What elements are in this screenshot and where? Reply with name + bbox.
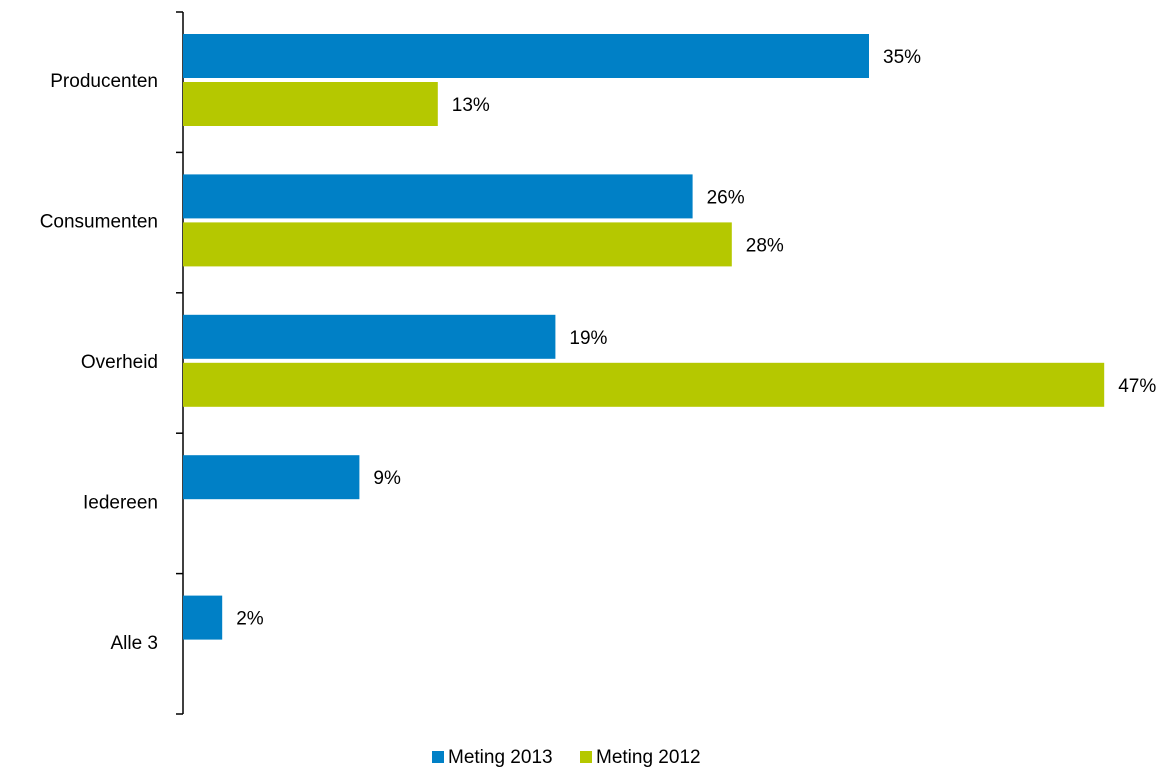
bar [183, 362, 1105, 407]
bar [183, 82, 438, 126]
legend-swatch [432, 751, 444, 763]
category-label: Alle 3 [110, 633, 158, 654]
category-label: Iedereen [83, 492, 158, 513]
bar [183, 314, 556, 359]
bar [183, 455, 360, 500]
category-label: Overheid [81, 352, 158, 373]
bar [183, 595, 223, 640]
data-label: 28% [746, 235, 784, 256]
category-label: Producenten [50, 71, 158, 92]
legend-label: Meting 2013 [448, 747, 553, 768]
data-label: 2% [236, 609, 264, 630]
bar [183, 222, 732, 267]
data-label: 9% [373, 468, 401, 489]
legend-label: Meting 2012 [596, 747, 701, 768]
bar [183, 34, 869, 78]
data-label: 13% [452, 95, 490, 116]
category-label: Consumenten [40, 212, 158, 233]
data-label: 26% [707, 187, 745, 208]
data-label: 19% [569, 328, 607, 349]
data-label: 35% [883, 47, 921, 68]
bar [183, 174, 693, 219]
data-label: 47% [1118, 376, 1156, 397]
legend-swatch [580, 751, 592, 763]
